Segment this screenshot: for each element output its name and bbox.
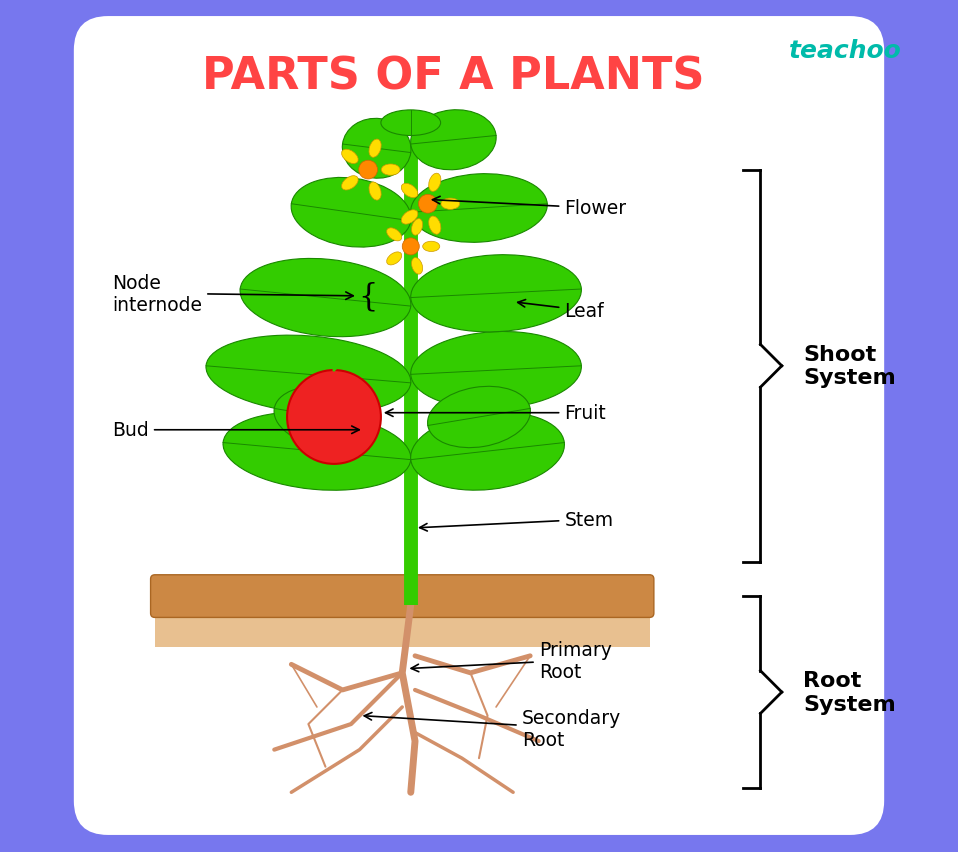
Ellipse shape xyxy=(381,111,441,136)
Ellipse shape xyxy=(387,228,401,242)
Ellipse shape xyxy=(369,182,381,201)
FancyBboxPatch shape xyxy=(150,575,654,618)
Text: PARTS OF A PLANTS: PARTS OF A PLANTS xyxy=(202,55,705,98)
Ellipse shape xyxy=(206,336,411,414)
Ellipse shape xyxy=(411,256,582,332)
Text: Primary
Root: Primary Root xyxy=(411,640,611,681)
Text: Shoot
System: Shoot System xyxy=(803,345,896,388)
Ellipse shape xyxy=(240,259,411,337)
Bar xyxy=(155,613,650,648)
Ellipse shape xyxy=(411,111,496,170)
Text: Secondary
Root: Secondary Root xyxy=(364,708,621,749)
Circle shape xyxy=(358,161,377,180)
Ellipse shape xyxy=(428,174,441,193)
Text: Fruit: Fruit xyxy=(385,404,606,423)
Text: Node
internode: Node internode xyxy=(112,273,354,314)
Ellipse shape xyxy=(274,387,376,448)
Ellipse shape xyxy=(223,412,411,491)
Circle shape xyxy=(287,371,381,464)
Text: Flower: Flower xyxy=(432,197,627,218)
Ellipse shape xyxy=(291,178,411,248)
Text: {: { xyxy=(358,281,377,312)
Ellipse shape xyxy=(441,199,460,210)
Text: Bud: Bud xyxy=(112,421,359,440)
Text: teachoo: teachoo xyxy=(789,39,902,63)
Ellipse shape xyxy=(342,150,358,164)
Ellipse shape xyxy=(401,184,418,199)
Ellipse shape xyxy=(401,210,418,225)
Ellipse shape xyxy=(381,164,400,176)
Ellipse shape xyxy=(411,332,582,409)
Ellipse shape xyxy=(412,258,422,275)
Text: Stem: Stem xyxy=(420,510,613,532)
Circle shape xyxy=(402,239,420,256)
Ellipse shape xyxy=(411,412,564,491)
Ellipse shape xyxy=(387,252,401,266)
Ellipse shape xyxy=(422,242,440,252)
Circle shape xyxy=(419,195,437,214)
Ellipse shape xyxy=(411,175,547,243)
Text: Root
System: Root System xyxy=(803,671,896,714)
Ellipse shape xyxy=(342,176,358,191)
Ellipse shape xyxy=(427,387,531,448)
Ellipse shape xyxy=(342,119,411,179)
Text: Leaf: Leaf xyxy=(517,300,604,320)
Ellipse shape xyxy=(369,140,381,158)
Ellipse shape xyxy=(412,219,422,236)
Ellipse shape xyxy=(428,216,441,235)
FancyBboxPatch shape xyxy=(74,17,884,835)
